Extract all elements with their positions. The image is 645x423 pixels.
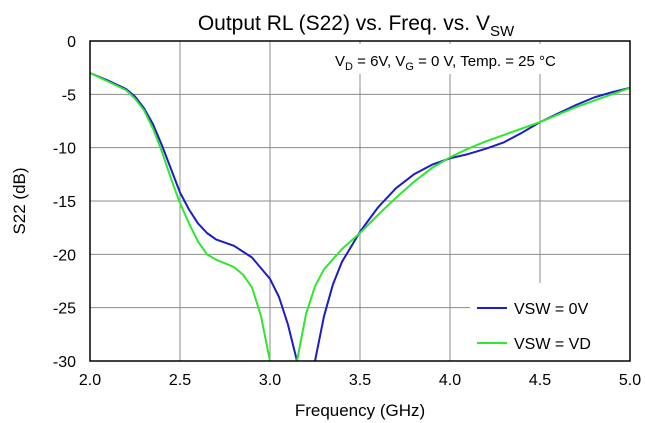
series-line-0-segment-1 xyxy=(314,86,631,362)
y-tick-label-1: -5 xyxy=(62,87,76,104)
legend-label-vsw-0v: VSW = 0V xyxy=(514,301,589,318)
y-tick-label-0: 0 xyxy=(67,34,76,51)
y-axis-label: S22 (dB) xyxy=(10,167,29,234)
series-lines xyxy=(89,72,631,362)
y-tick-label-3: -15 xyxy=(53,194,76,211)
legend: VSW = 0V VSW = VD xyxy=(477,301,591,353)
annot-vd-sub: D xyxy=(345,61,353,73)
annot-tail: = 0 V, Temp. = 25 °C xyxy=(414,53,556,70)
x-tick-label-0: 2.0 xyxy=(79,372,101,389)
y-tick-label-6: -30 xyxy=(53,354,76,371)
series-line-1-segment-0 xyxy=(89,72,271,362)
x-tick-label-5: 4.5 xyxy=(529,372,551,389)
x-tick-labels: 2.0 2.5 3.0 3.5 4.0 4.5 5.0 xyxy=(79,372,641,389)
series-line-0-segment-0 xyxy=(89,72,298,362)
chart-title: Output RL (S22) vs. Freq. vs. VSW xyxy=(198,12,515,40)
x-axis-label: Frequency (GHz) xyxy=(295,401,425,420)
legend-label-vsw-vd: VSW = VD xyxy=(514,336,591,353)
plot-frame xyxy=(89,40,631,362)
x-tick-label-4: 4.0 xyxy=(439,372,461,389)
y-tick-label-2: -10 xyxy=(53,141,76,158)
chart-title-main: Output RL (S22) vs. Freq. vs. V xyxy=(198,12,490,35)
x-tick-label-6: 5.0 xyxy=(619,372,641,389)
annot-vd: V xyxy=(335,53,345,70)
y-tick-label-4: -20 xyxy=(53,247,76,264)
x-tick-label-2: 3.0 xyxy=(259,372,281,389)
chart-title-sub: SW xyxy=(490,23,515,40)
test-conditions-annotation: VD = 6V, VG = 0 V, Temp. = 25 °C xyxy=(335,53,556,73)
annot-vg-sub: G xyxy=(405,61,414,73)
x-tick-label-3: 3.5 xyxy=(349,372,371,389)
annot-mid: = 6V, V xyxy=(353,53,405,70)
annotation-background xyxy=(329,44,631,74)
legend-background xyxy=(470,283,630,361)
y-tick-labels: 0 -5 -10 -15 -20 -25 -30 xyxy=(53,34,76,371)
x-tick-label-1: 2.5 xyxy=(169,372,191,389)
y-tick-label-5: -25 xyxy=(53,301,76,318)
series-line-1-segment-1 xyxy=(296,86,631,362)
